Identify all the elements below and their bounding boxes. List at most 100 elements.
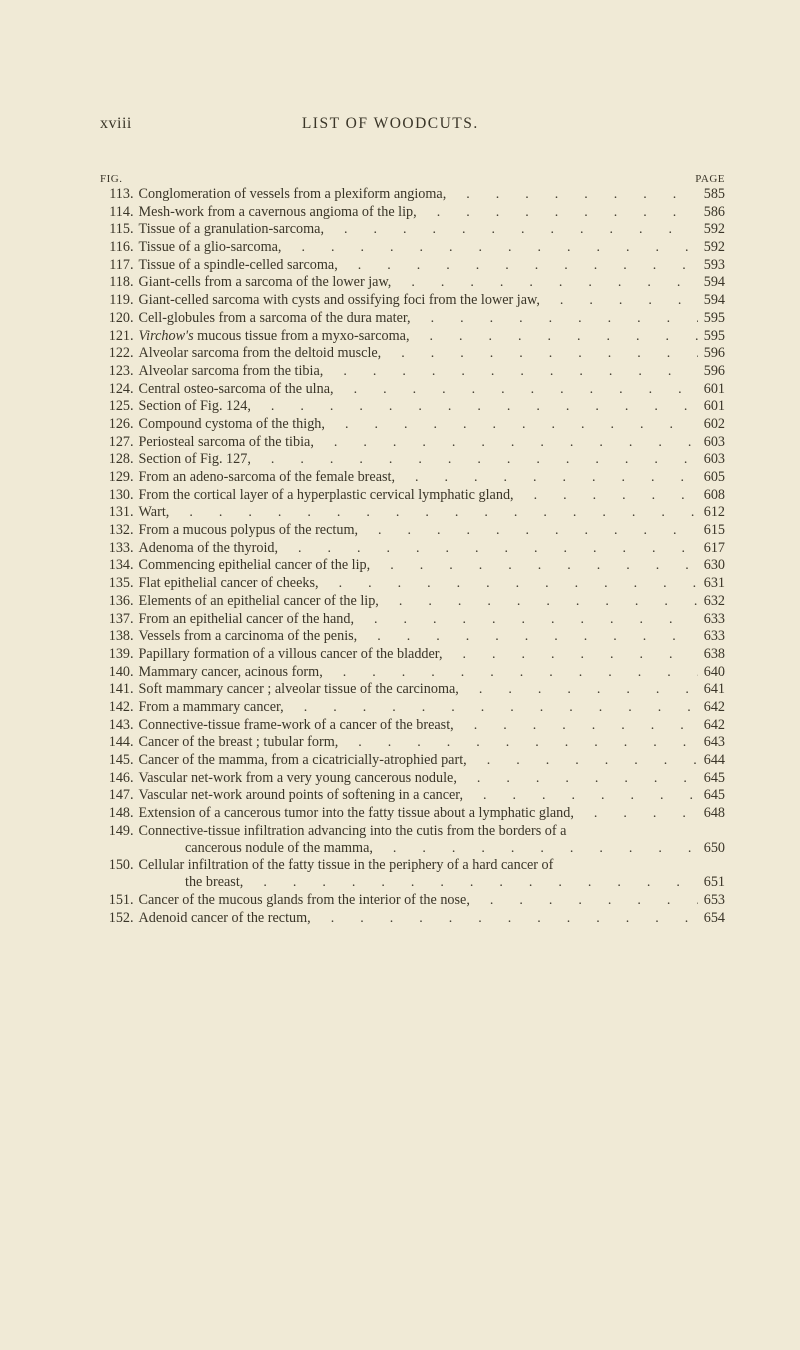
- list-item: 149.Connective-tissue infiltration advan…: [100, 824, 725, 838]
- dot-leader: ..................: [358, 524, 698, 538]
- entry-description: Vessels from a carcinoma of the penis,: [134, 629, 358, 643]
- list-item: 132.From a mucous polypus of the rectum,…: [100, 523, 725, 538]
- dot-leader: ..................: [251, 400, 698, 414]
- entry-page: 594: [698, 275, 725, 289]
- entry-description: Papillary formation of a villous cancer …: [134, 647, 443, 661]
- entry-number: 113: [100, 187, 130, 201]
- entry-number: 149: [100, 824, 130, 838]
- entry-description: Cellular infiltration of the fatty tissu…: [134, 858, 554, 872]
- entry-description: Tissue of a granulation-sarcoma,: [134, 222, 324, 236]
- list-item: 117.Tissue of a spindle-celled sarcoma,.…: [100, 258, 725, 273]
- dot-leader: ..................: [395, 471, 698, 485]
- entry-description: Compound cystoma of the thigh,: [134, 417, 325, 431]
- entry-number: 142: [100, 700, 130, 714]
- dot-leader: ..................: [357, 630, 698, 644]
- column-headers: FIG. PAGE: [100, 173, 725, 185]
- entry-number: 124: [100, 382, 130, 396]
- dot-leader: ..................: [370, 559, 698, 573]
- entry-description: Connective-tissue infiltration advancing…: [134, 824, 567, 838]
- entry-number: 133: [100, 541, 130, 555]
- list-item: 125.Section of Fig. 124,................…: [100, 399, 725, 414]
- entry-page: 608: [698, 488, 725, 502]
- entry-number: 127: [100, 435, 130, 449]
- list-item: 148.Extension of a cancerous tumor into …: [100, 806, 725, 821]
- entry-description: From an epithelial cancer of the hand,: [134, 612, 355, 626]
- entry-page: 644: [698, 753, 725, 767]
- dot-leader: ..................: [410, 330, 698, 344]
- entry-number: 145: [100, 753, 130, 767]
- entry-number: 130: [100, 488, 130, 502]
- entry-number: 132: [100, 523, 130, 537]
- entry-description: Cell-globules from a sarcoma of the dura…: [134, 311, 411, 325]
- entry-description: Adenoma of the thyroid,: [134, 541, 278, 555]
- list-item: 131.Wart,..................612: [100, 505, 725, 520]
- entry-page: 594: [698, 293, 725, 307]
- entry-number: 148: [100, 806, 130, 820]
- entry-number: 136: [100, 594, 130, 608]
- entry-number: 137: [100, 612, 130, 626]
- entry-number: 126: [100, 417, 130, 431]
- entry-description: Tissue of a spindle-celled sarcoma,: [134, 258, 338, 272]
- entry-description: Cancer of the mamma, from a cicatriciall…: [134, 753, 467, 767]
- dot-leader: ..................: [311, 912, 698, 926]
- dot-leader: ..................: [324, 223, 698, 237]
- entry-description: Soft mammary cancer ; alveolar tissue of…: [134, 682, 459, 696]
- entry-page: 615: [698, 523, 725, 537]
- entry-page: 595: [698, 311, 725, 325]
- entry-description: Mammary cancer, acinous form,: [134, 665, 323, 679]
- dot-leader: ..................: [373, 842, 698, 856]
- entry-page: 595: [698, 329, 725, 343]
- entry-page: 601: [698, 399, 725, 413]
- entry-description: Vascular net-work around points of softe…: [134, 788, 463, 802]
- entry-number: 150: [100, 858, 130, 872]
- list-item: 128.Section of Fig. 127,................…: [100, 452, 725, 467]
- dot-leader: ..................: [284, 701, 698, 715]
- entry-page: 596: [698, 346, 725, 360]
- entry-number: 144: [100, 735, 130, 749]
- entry-description: Giant-celled sarcoma with cysts and ossi…: [134, 293, 540, 307]
- running-title: LIST OF WOODCUTS.: [302, 115, 479, 133]
- dot-leader: ..................: [463, 789, 698, 803]
- entry-description: From the cortical layer of a hyperplasti…: [134, 488, 514, 502]
- entry-number: 121: [100, 329, 130, 343]
- entry-page: 603: [698, 435, 725, 449]
- entry-page: 617: [698, 541, 725, 555]
- entry-page: 653: [698, 893, 725, 907]
- entry-page: 654: [698, 911, 725, 925]
- entry-description: Commencing epithelial cancer of the lip,: [134, 558, 371, 572]
- entry-number: 119: [100, 293, 130, 307]
- entry-page: 642: [698, 700, 725, 714]
- list-item: 138.Vessels from a carcinoma of the peni…: [100, 629, 725, 644]
- list-item: 123.Alveolar sarcoma from the tibia,....…: [100, 364, 725, 379]
- list-item: 150.Cellular infiltration of the fatty t…: [100, 858, 725, 872]
- entry-description: Vascular net-work from a very young canc…: [134, 771, 457, 785]
- entry-number: 138: [100, 629, 130, 643]
- dot-leader: ..................: [574, 807, 698, 821]
- entry-description: Alveolar sarcoma from the deltoid muscle…: [134, 346, 382, 360]
- entry-number: 143: [100, 718, 130, 732]
- entry-number: 122: [100, 346, 130, 360]
- dot-leader: ..................: [411, 312, 698, 326]
- entry-page: 631: [698, 576, 725, 590]
- dot-leader: ..................: [446, 188, 697, 202]
- entry-page: 648: [698, 806, 725, 820]
- entry-description: Tissue of a glio-sarcoma,: [134, 240, 282, 254]
- entry-number: 141: [100, 682, 130, 696]
- dot-leader: ..................: [454, 719, 698, 733]
- entry-number: 116: [100, 240, 130, 254]
- list-item: cancerous nodule of the mamma,..........…: [100, 841, 725, 856]
- dot-leader: ..................: [443, 648, 698, 662]
- entry-description: Periosteal sarcoma of the tibia,: [134, 435, 314, 449]
- list-item: 113.Conglomeration of vessels from a ple…: [100, 187, 725, 202]
- dot-leader: ..................: [281, 241, 697, 255]
- dot-leader: ..................: [334, 383, 698, 397]
- dot-leader: ..................: [379, 595, 698, 609]
- list-item: 118.Giant-cells from a sarcoma of the lo…: [100, 275, 725, 290]
- page-number-roman: xviii: [100, 115, 132, 133]
- entry-page: 651: [698, 875, 725, 889]
- entry-page: 585: [698, 187, 725, 201]
- entry-number: 146: [100, 771, 130, 785]
- entry-page: 641: [698, 682, 725, 696]
- entry-number: 134: [100, 558, 130, 572]
- column-label-fig: FIG.: [100, 173, 122, 185]
